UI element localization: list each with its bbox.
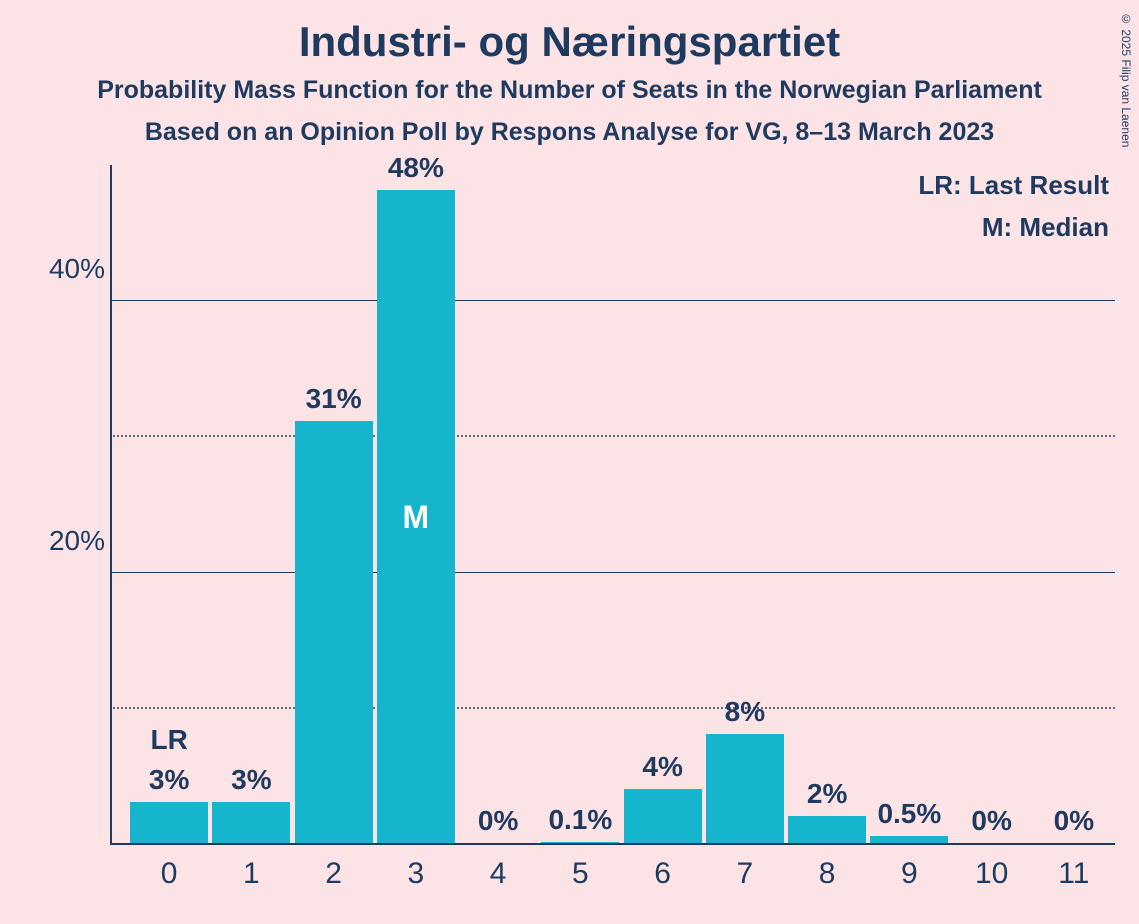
bar-value-label: 0%: [1034, 805, 1114, 837]
bar-value-label: 0%: [458, 805, 538, 837]
bar: [706, 734, 784, 843]
bar-value-label: 48%: [376, 152, 456, 184]
x-tick-label: 3: [386, 857, 446, 891]
x-tick-label: 8: [797, 857, 857, 891]
bars-group: 3%LR3%31%48%M0%0.1%4%8%2%0.5%0%0%: [110, 165, 1115, 843]
x-tick-label: 2: [304, 857, 364, 891]
copyright-text: © 2025 Filip van Laenen: [1119, 12, 1133, 147]
bar: [870, 836, 948, 843]
bar: [212, 802, 290, 843]
x-tick-label: 7: [715, 857, 775, 891]
x-tick-label: 1: [221, 857, 281, 891]
y-axis-line: [110, 165, 112, 845]
x-tick-label: 10: [962, 857, 1022, 891]
y-tick-label: 20%: [35, 525, 105, 557]
chart-title: Industri- og Næringspartiet: [0, 18, 1139, 66]
x-tick-label: 4: [468, 857, 528, 891]
bar: [130, 802, 208, 843]
bar-value-label: 2%: [787, 778, 867, 810]
bar-value-label: 3%: [129, 764, 209, 796]
x-axis-line: [110, 843, 1115, 845]
bar-value-label: 3%: [211, 764, 291, 796]
chart-subtitle-2: Based on an Opinion Poll by Respons Anal…: [0, 118, 1139, 147]
x-tick-label: 0: [139, 857, 199, 891]
bar: [624, 789, 702, 843]
x-tick-label: 11: [1044, 857, 1104, 891]
bar-value-label: 4%: [623, 751, 703, 783]
plot-area: LR: Last Result M: Median 20%40% 3%LR3%3…: [110, 165, 1115, 845]
bar-value-label: 0.1%: [540, 804, 620, 836]
bar: [295, 421, 373, 843]
chart-subtitle-1: Probability Mass Function for the Number…: [0, 76, 1139, 105]
pmf-chart-container: Industri- og Næringspartiet Probability …: [0, 0, 1139, 924]
x-tick-label: 5: [550, 857, 610, 891]
x-tick-label: 9: [879, 857, 939, 891]
bar-value-label: 0.5%: [869, 798, 949, 830]
bar: [788, 816, 866, 843]
lr-marker-label: LR: [150, 724, 187, 756]
x-tick-label: 6: [633, 857, 693, 891]
median-marker-label: M: [403, 499, 430, 536]
bar-value-label: 0%: [952, 805, 1032, 837]
bar-value-label: 8%: [705, 696, 785, 728]
bar-value-label: 31%: [294, 383, 374, 415]
y-tick-label: 40%: [35, 253, 105, 285]
